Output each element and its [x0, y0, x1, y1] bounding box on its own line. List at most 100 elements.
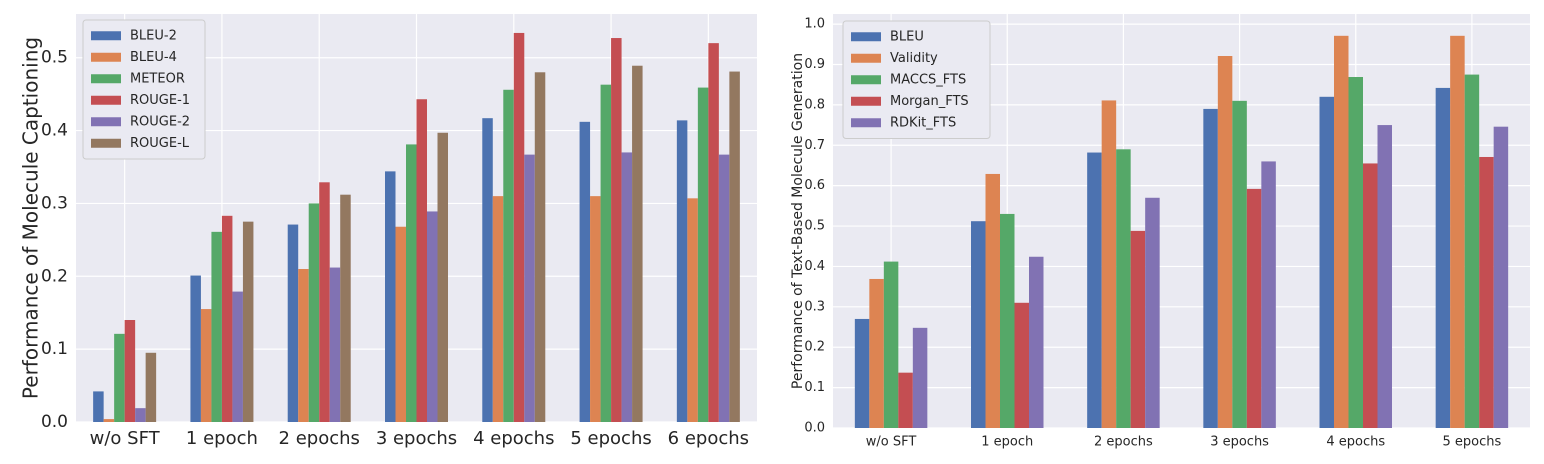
bar-bleu-1 — [854, 318, 870, 428]
bar-bleu-4-2 — [200, 309, 212, 422]
x-tick-label: 1 epoch — [981, 435, 1033, 450]
bar-morgan-fts-2 — [1014, 302, 1029, 428]
y-tick-label: 0.8 — [804, 97, 825, 112]
y-tick-label: 0.4 — [804, 259, 825, 274]
x-tick-label: 6 epochs — [668, 428, 749, 449]
bar-rouge-1-3 — [319, 182, 330, 422]
bar-rouge-2-4 — [427, 211, 438, 422]
bar-bleu-4-3 — [298, 269, 309, 422]
bar-bleu-4-7 — [687, 198, 698, 422]
bar-bleu-2-3 — [287, 224, 299, 422]
legend-label: METEOR — [130, 71, 185, 86]
legend-swatch — [91, 52, 121, 62]
legend-swatch — [851, 75, 881, 85]
y-tick-label: 0.1 — [804, 380, 825, 395]
y-tick-label: 0.3 — [41, 193, 68, 213]
legend-swatch — [851, 96, 881, 106]
bar-bleu-4-6 — [590, 196, 601, 422]
bar-bleu-2-2 — [190, 275, 201, 422]
legend-label: ROUGE-2 — [130, 114, 190, 129]
bar-morgan-fts-3 — [1130, 230, 1146, 428]
bar-rouge-l-4 — [437, 132, 448, 422]
bar-rouge-2-3 — [329, 267, 341, 422]
bar-meteor-4 — [406, 144, 417, 422]
legend-swatch — [91, 138, 121, 148]
bar-maccs-fts-1 — [883, 261, 899, 428]
y-tick-label: 0.9 — [804, 57, 825, 72]
bar-rdkit-fts-3 — [1145, 197, 1160, 428]
y-axis-label: Performance of Text-Based Molecule Gener… — [790, 53, 806, 389]
chart-2: 0.0 0.1 0.2 0.3 0.4 0.5 0.6 0.7 0.8 0.9 1.0 w/o SFT… — [790, 14, 1530, 450]
legend-label: MACCS_FTS — [890, 72, 966, 87]
legend-label: ROUGE-L — [130, 136, 190, 151]
bar-bleu-3 — [1087, 152, 1102, 428]
bar-meteor-1 — [114, 333, 125, 422]
y-tick-label: 0.7 — [804, 138, 825, 153]
bar-bleu-2-5 — [482, 118, 493, 422]
bar-morgan-fts-5 — [1363, 163, 1378, 428]
bar-bleu-4-4 — [395, 226, 406, 422]
bar-morgan-fts-4 — [1246, 188, 1262, 428]
bar-meteor-3 — [308, 203, 320, 422]
bar-validity-1 — [869, 278, 884, 428]
bar-rouge-l-6 — [632, 65, 643, 422]
bar-bleu-2-4 — [385, 171, 396, 422]
y-tick-label: 1.0 — [804, 17, 825, 32]
x-tick-label: 4 epochs — [1326, 435, 1385, 450]
legend-label: BLEU-2 — [130, 28, 177, 43]
bar-maccs-fts-6 — [1464, 74, 1480, 429]
x-tick-label: w/o SFT — [866, 435, 917, 450]
bar-bleu-2-7 — [676, 120, 688, 422]
legend-swatch — [91, 95, 121, 105]
x-tick-label: 3 epochs — [376, 428, 457, 449]
legend-swatch — [851, 32, 881, 42]
bar-rouge-1-5 — [513, 32, 525, 422]
y-tick-label: 0.3 — [804, 299, 825, 314]
x-tick-label: 1 epoch — [186, 428, 258, 449]
legend-swatch — [91, 31, 121, 41]
y-tick-label: 0.5 — [804, 219, 825, 234]
bar-validity-4 — [1217, 56, 1233, 428]
legend-swatch — [91, 74, 121, 84]
bar-meteor-2 — [211, 231, 222, 422]
bar-bleu-4-5 — [492, 196, 504, 422]
y-tick-label: 0.4 — [41, 121, 68, 141]
bar-rouge-1-4 — [416, 99, 427, 422]
bar-bleu-4-1 — [103, 419, 115, 422]
bar-rouge-1-6 — [611, 38, 622, 423]
bar-morgan-fts-1 — [898, 372, 913, 428]
bar-rouge-1-2 — [221, 215, 233, 422]
bar-rouge-2-6 — [621, 152, 633, 422]
legend-label: Validity — [890, 51, 938, 66]
bar-meteor-7 — [697, 87, 709, 422]
bar-validity-5 — [1334, 35, 1349, 428]
bar-rouge-2-1 — [135, 408, 146, 422]
bar-rouge-l-7 — [729, 71, 740, 423]
y-tick-label: 0.2 — [804, 340, 825, 355]
legend-label: Morgan_FTS — [890, 94, 969, 109]
x-tick-label: 2 epochs — [279, 428, 360, 449]
bar-rouge-l-1 — [145, 352, 157, 422]
bar-meteor-5 — [503, 89, 514, 423]
legend-label: RDKit_FTS — [890, 115, 956, 130]
bar-bleu-2-6 — [579, 121, 591, 422]
y-tick-label: 0.5 — [41, 48, 68, 68]
bar-rouge-2-2 — [232, 291, 243, 422]
legend-label: BLEU-4 — [130, 50, 177, 65]
x-tick-label: 5 epochs — [570, 428, 651, 449]
chart-1: 0.0 0.1 0.2 0.3 0.4 0.5 w/o SFT 1 epoch 2 epochs… — [19, 14, 757, 449]
legend-label: ROUGE-1 — [130, 93, 190, 108]
bar-bleu-2-1 — [93, 391, 104, 422]
y-tick-label: 0.6 — [804, 178, 825, 193]
bar-rdkit-fts-2 — [1029, 256, 1044, 428]
x-tick-label: 3 epochs — [1210, 435, 1269, 450]
y-tick-label: 0.2 — [41, 266, 68, 286]
bar-rouge-1-1 — [124, 320, 136, 422]
y-axis-label: Performance of Molecule Captioning — [19, 37, 43, 399]
bar-validity-2 — [985, 173, 1000, 428]
bar-validity-3 — [1101, 100, 1117, 428]
bar-rdkit-fts-6 — [1493, 126, 1509, 428]
bar-bleu-2 — [971, 221, 986, 428]
bar-rouge-2-7 — [718, 154, 730, 422]
